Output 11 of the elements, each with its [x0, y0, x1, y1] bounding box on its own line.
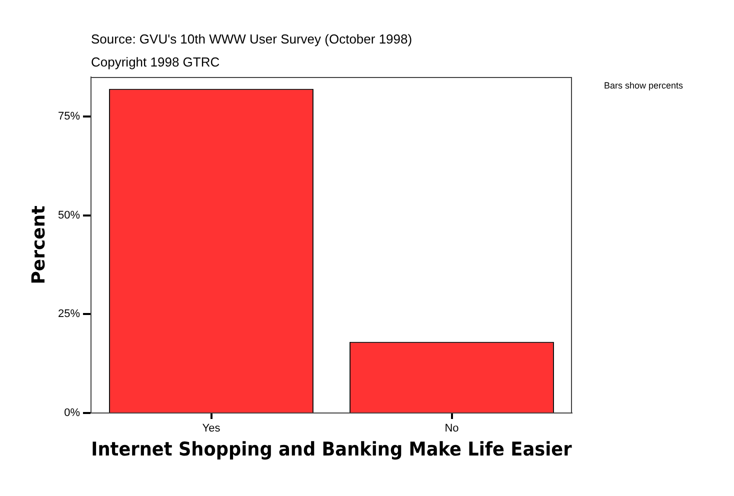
text: Bars show percents [604, 80, 684, 90]
y-axis-title: Percent [28, 205, 50, 284]
text: Copyright 1998 GTRC [91, 54, 220, 70]
y-tick-label: 75% [58, 110, 80, 123]
x-axis-title: Internet Shopping and Banking Make Life Easier [91, 438, 572, 461]
y-tick-label: 0% [64, 407, 80, 420]
source-note: Source: GVU's 10th WWW User Survey (October 1998) [91, 32, 412, 47]
x-tick-label: Yes [202, 422, 221, 435]
x-tick-label: No [444, 422, 459, 435]
y-tick-label: 50% [58, 209, 80, 222]
y-tick-label: 25% [58, 308, 80, 320]
